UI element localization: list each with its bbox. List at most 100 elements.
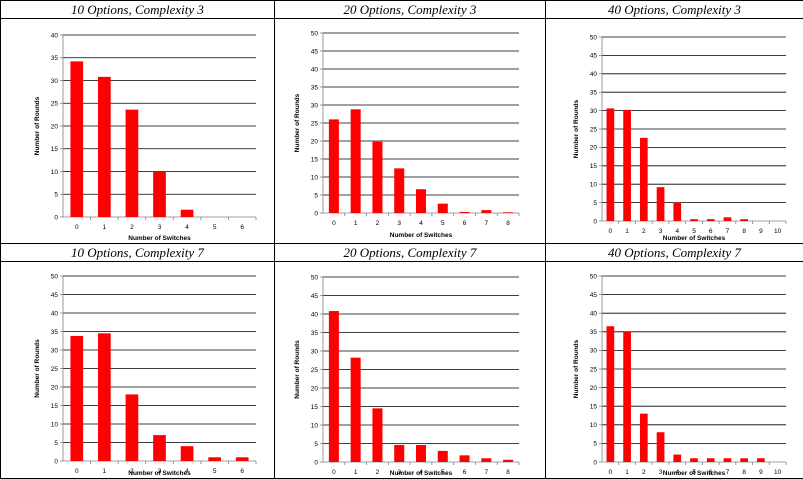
x-axis-label: Number of Switches [128, 235, 191, 242]
x-tick-label: 0 [332, 469, 336, 476]
bar [126, 110, 139, 217]
y-tick-label: 40 [51, 32, 59, 39]
y-tick-label: 50 [311, 30, 319, 37]
bar [623, 110, 631, 221]
y-tick-label: 0 [593, 218, 597, 225]
bar [126, 394, 139, 461]
x-tick-label: 8 [506, 220, 510, 227]
bar [707, 458, 715, 462]
y-tick-label: 25 [51, 101, 59, 108]
chart-title: 10 Options, Complexity 7 [1, 244, 274, 262]
y-axis-label: Number of Rounds [34, 96, 41, 155]
x-tick-label: 8 [742, 228, 746, 235]
y-tick-label: 40 [590, 71, 598, 78]
bar [460, 212, 470, 213]
y-axis-label: Number of Rounds [294, 340, 301, 399]
x-tick-label: 1 [354, 220, 358, 227]
y-tick-label: 25 [311, 120, 319, 127]
bar [673, 455, 681, 462]
x-tick-label: 6 [240, 224, 244, 231]
bar [70, 61, 83, 217]
bar [503, 212, 513, 213]
y-tick-label: 50 [51, 273, 59, 280]
bar [438, 204, 448, 213]
y-tick-label: 15 [311, 404, 319, 411]
x-tick-label: 8 [506, 469, 510, 476]
chart-title: 20 Options, Complexity 7 [275, 244, 545, 262]
y-axis-label: Number of Rounds [294, 93, 301, 152]
x-axis-label: Number of Switches [128, 470, 191, 477]
bar [757, 458, 765, 462]
x-tick-label: 9 [759, 228, 763, 235]
x-tick-label: 1 [103, 468, 107, 475]
y-tick-label: 10 [51, 421, 59, 428]
bar [394, 168, 404, 213]
chart-title: 40 Options, Complexity 7 [546, 244, 803, 262]
x-tick-label: 5 [692, 228, 696, 235]
x-tick-label: 7 [485, 220, 489, 227]
bar [657, 187, 665, 221]
bar [181, 210, 194, 217]
bar [724, 217, 732, 221]
y-tick-label: 10 [590, 422, 598, 429]
y-tick-label: 40 [51, 310, 59, 317]
y-tick-label: 45 [51, 292, 59, 299]
y-tick-label: 25 [590, 366, 598, 373]
y-tick-label: 35 [311, 330, 319, 337]
y-tick-label: 5 [314, 441, 318, 448]
y-tick-label: 45 [311, 293, 319, 300]
y-tick-label: 0 [593, 459, 597, 466]
bar [707, 219, 715, 221]
y-tick-label: 15 [590, 163, 598, 170]
x-tick-label: 5 [441, 220, 445, 227]
bar [481, 210, 491, 213]
y-tick-label: 20 [311, 138, 319, 145]
y-tick-label: 15 [51, 403, 59, 410]
chart-title: 10 Options, Complexity 3 [1, 1, 274, 19]
y-tick-label: 30 [311, 102, 319, 109]
bar [351, 109, 361, 213]
y-tick-label: 30 [311, 348, 319, 355]
x-tick-label: 5 [213, 468, 217, 475]
y-tick-label: 20 [590, 145, 598, 152]
x-tick-label: 4 [419, 220, 423, 227]
y-tick-label: 45 [590, 53, 598, 60]
y-tick-label: 45 [590, 292, 598, 299]
bar [372, 408, 382, 462]
y-tick-label: 35 [51, 329, 59, 336]
y-tick-label: 50 [590, 273, 598, 280]
bar [416, 189, 426, 213]
x-tick-label: 4 [675, 228, 679, 235]
bar [740, 219, 748, 221]
x-axis-label: Number of Switches [390, 232, 453, 239]
bar [181, 446, 194, 461]
x-tick-label: 6 [240, 468, 244, 475]
bar [690, 219, 698, 221]
bar [607, 108, 615, 221]
y-tick-label: 15 [311, 156, 319, 163]
y-tick-label: 0 [54, 214, 58, 221]
y-tick-label: 20 [590, 385, 598, 392]
y-tick-label: 10 [311, 422, 319, 429]
y-tick-label: 30 [590, 348, 598, 355]
x-tick-label: 1 [354, 469, 358, 476]
x-tick-label: 2 [376, 469, 380, 476]
y-tick-label: 25 [590, 126, 598, 133]
y-tick-label: 30 [51, 347, 59, 354]
bar [740, 458, 748, 462]
x-tick-label: 2 [376, 220, 380, 227]
bar [460, 455, 470, 462]
y-tick-label: 35 [590, 329, 598, 336]
bar [690, 458, 698, 462]
y-tick-label: 0 [314, 210, 318, 217]
x-tick-label: 0 [609, 469, 613, 476]
y-tick-label: 25 [311, 367, 319, 374]
bar [236, 457, 249, 461]
bar [503, 460, 513, 462]
x-tick-label: 7 [726, 228, 730, 235]
